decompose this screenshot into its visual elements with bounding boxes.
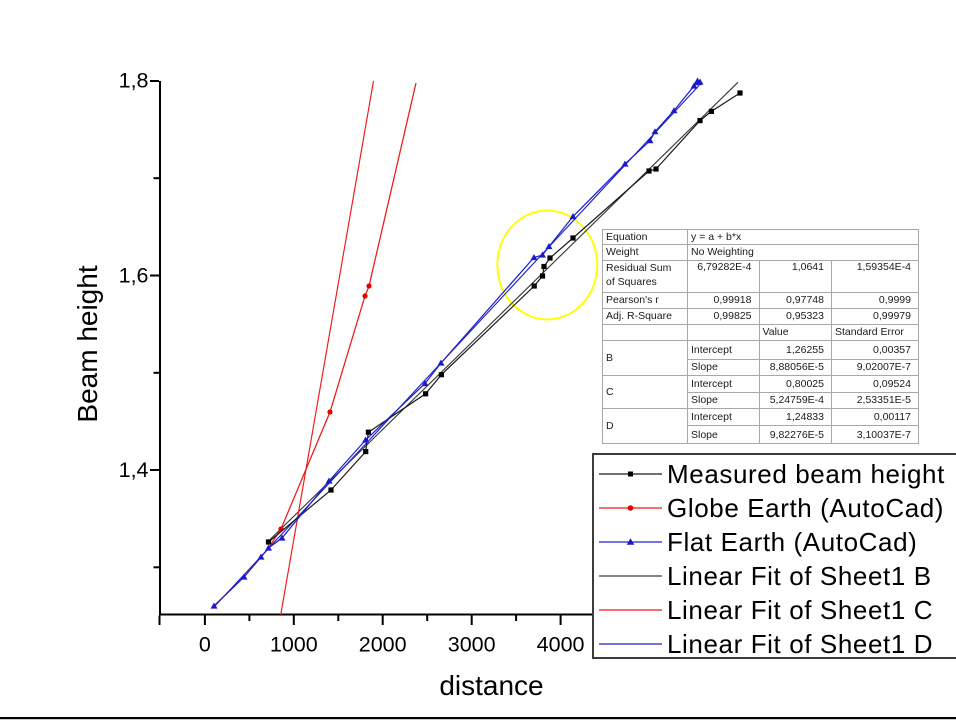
svg-text:1,8: 1,8 [119, 69, 149, 93]
svg-text:distance: distance [439, 670, 543, 701]
svg-text:1,6: 1,6 [119, 264, 149, 288]
svg-text:3000: 3000 [448, 633, 496, 657]
svg-text:2000: 2000 [359, 633, 407, 657]
svg-text:Beam height: Beam height [72, 265, 103, 422]
svg-text:4000: 4000 [537, 633, 585, 657]
svg-text:0: 0 [199, 633, 211, 657]
svg-text:1,4: 1,4 [119, 458, 149, 482]
svg-text:1000: 1000 [270, 633, 318, 657]
